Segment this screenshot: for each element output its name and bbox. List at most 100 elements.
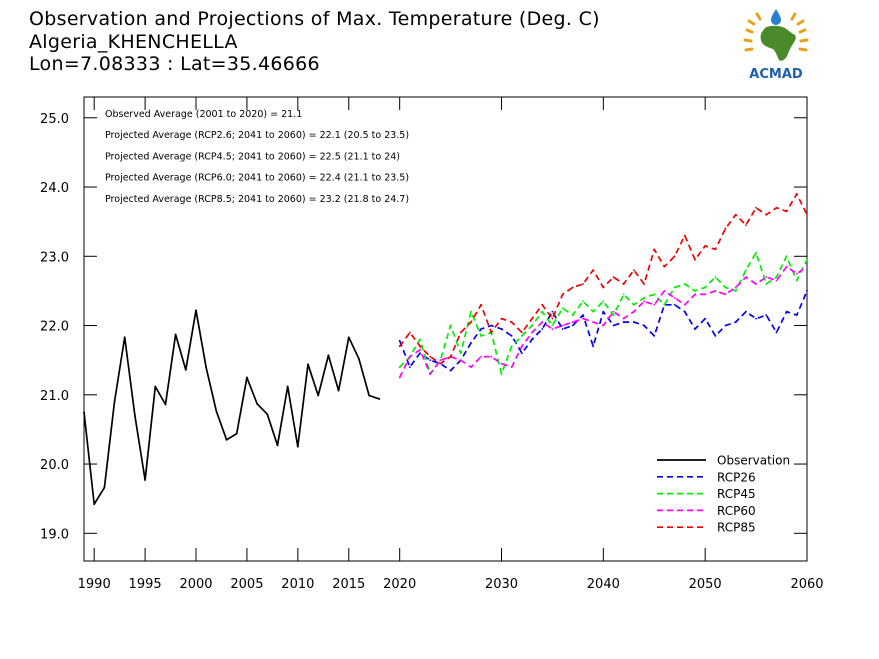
data-point-rcp60: [520, 345, 523, 348]
data-point-observation: [83, 411, 85, 414]
data-point-observation: [256, 402, 259, 405]
data-point-rcp26: [785, 310, 788, 313]
x-tick-label: 2015: [332, 577, 365, 592]
data-point-observation: [215, 410, 218, 413]
x-tick-label: 2020: [383, 577, 416, 592]
data-point-rcp60: [653, 303, 656, 306]
data-point-observation: [327, 354, 330, 357]
y-tick-label: 25.0: [40, 112, 69, 127]
data-point-rcp85: [592, 269, 595, 272]
data-point-rcp85: [408, 331, 411, 334]
data-point-rcp60: [755, 283, 757, 285]
data-point-observation: [276, 444, 279, 447]
data-point-rcp26: [531, 338, 533, 341]
data-point-rcp45: [724, 286, 727, 289]
data-point-rcp60: [510, 366, 513, 368]
legend-label-observation: Observation: [717, 454, 790, 468]
data-point-rcp60: [582, 317, 584, 320]
data-point-rcp26: [541, 328, 544, 330]
data-point-rcp85: [531, 317, 533, 320]
data-point-rcp60: [795, 272, 798, 275]
data-point-observation: [235, 432, 238, 435]
data-point-rcp45: [571, 314, 574, 317]
acmad-logo: ACMAD: [735, 8, 819, 82]
data-point-rcp26: [551, 310, 554, 313]
data-point-rcp45: [480, 335, 483, 337]
data-point-rcp26: [765, 314, 768, 317]
data-point-rcp85: [673, 255, 676, 258]
station-name: Algeria_KHENCHELLA: [29, 30, 238, 53]
data-point-rcp26: [419, 352, 421, 355]
data-point-rcp60: [419, 348, 421, 351]
data-point-rcp60: [612, 310, 615, 313]
data-point-rcp60: [775, 279, 778, 282]
data-point-rcp60: [470, 366, 472, 368]
data-point-rcp85: [551, 317, 554, 320]
data-point-observation: [358, 357, 360, 360]
data-point-rcp85: [571, 286, 574, 289]
data-point-rcp26: [602, 310, 605, 313]
data-point-rcp85: [541, 303, 544, 306]
data-point-rcp26: [429, 359, 432, 362]
data-point-rcp85: [510, 321, 513, 323]
data-point-rcp60: [551, 328, 554, 330]
data-point-rcp60: [429, 373, 432, 375]
data-point-rcp26: [592, 345, 595, 348]
data-point-rcp85: [459, 331, 462, 334]
data-point-rcp26: [480, 328, 483, 330]
y-tick-label: 22.0: [40, 320, 69, 335]
data-point-rcp45: [612, 314, 615, 317]
x-tick-label: 1995: [129, 577, 162, 592]
data-point-rcp60: [561, 324, 564, 327]
plot-frame: [83, 96, 808, 562]
legend-label-rcp45: RCP45: [717, 487, 756, 501]
data-point-rcp45: [602, 300, 605, 303]
x-tick-label: 2060: [790, 577, 823, 592]
data-point-rcp45: [704, 286, 707, 289]
data-point-rcp85: [795, 193, 798, 195]
data-point-rcp45: [419, 338, 421, 341]
data-point-rcp60: [714, 290, 717, 292]
data-point-observation: [347, 336, 350, 339]
data-point-rcp60: [745, 276, 747, 278]
data-point-rcp60: [704, 293, 707, 296]
data-point-rcp26: [755, 317, 757, 320]
data-point-rcp45: [745, 269, 747, 272]
x-tick-label: 2010: [281, 577, 314, 592]
series-line-observation: [83, 309, 380, 506]
data-point-rcp60: [632, 310, 635, 313]
data-point-observation: [246, 376, 248, 379]
data-point-rcp85: [704, 244, 707, 247]
data-point-rcp85: [429, 355, 432, 358]
data-point-observation: [266, 413, 269, 416]
data-point-rcp60: [724, 293, 727, 296]
data-point-rcp26: [704, 317, 707, 320]
data-point-rcp45: [510, 345, 513, 348]
data-point-rcp45: [643, 296, 645, 299]
data-point-rcp60: [694, 293, 696, 296]
data-point-observation: [296, 445, 299, 448]
data-point-rcp60: [398, 376, 401, 379]
data-point-observation: [154, 385, 157, 388]
data-point-rcp26: [653, 335, 656, 337]
station-coordinates: Lon=7.08333 : Lat=35.46666: [29, 53, 320, 75]
data-point-observation: [225, 438, 228, 441]
data-point-rcp26: [449, 369, 452, 372]
data-point-rcp26: [673, 303, 676, 306]
data-point-observation: [113, 400, 116, 403]
data-point-rcp26: [582, 314, 584, 317]
data-point-rcp45: [775, 276, 778, 278]
data-point-rcp26: [470, 341, 472, 344]
data-point-rcp26: [571, 324, 574, 327]
data-point-rcp45: [673, 286, 676, 289]
data-point-rcp45: [734, 290, 737, 292]
data-point-rcp85: [806, 213, 808, 216]
x-tick-label: 2000: [179, 577, 212, 592]
data-point-rcp45: [500, 373, 503, 375]
data-point-rcp45: [541, 310, 544, 313]
data-point-rcp45: [795, 279, 798, 282]
data-point-rcp85: [694, 258, 696, 261]
data-point-rcp45: [683, 283, 686, 285]
data-point-rcp45: [765, 283, 768, 285]
data-point-rcp45: [785, 255, 788, 258]
